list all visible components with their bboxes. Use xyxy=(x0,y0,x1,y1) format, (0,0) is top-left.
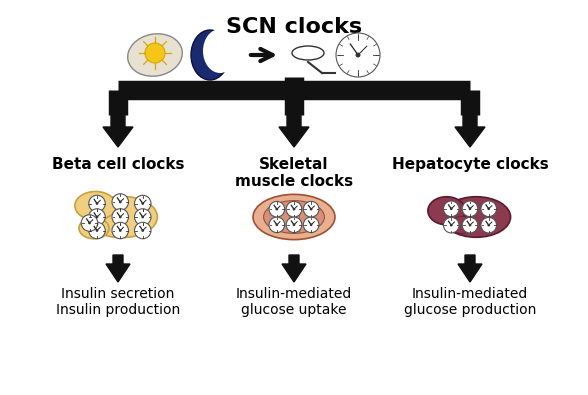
Circle shape xyxy=(112,222,129,239)
Polygon shape xyxy=(458,255,482,282)
Circle shape xyxy=(286,217,302,233)
Circle shape xyxy=(443,201,459,216)
Circle shape xyxy=(135,222,151,239)
Ellipse shape xyxy=(86,196,158,238)
Circle shape xyxy=(293,224,295,226)
Circle shape xyxy=(488,208,489,209)
Ellipse shape xyxy=(191,30,229,80)
Circle shape xyxy=(469,208,470,209)
Circle shape xyxy=(336,33,380,77)
Circle shape xyxy=(135,209,151,225)
Ellipse shape xyxy=(442,197,510,237)
Circle shape xyxy=(450,225,452,226)
Circle shape xyxy=(142,216,143,218)
Circle shape xyxy=(81,215,98,231)
Circle shape xyxy=(96,216,98,218)
Ellipse shape xyxy=(292,46,324,60)
Circle shape xyxy=(276,224,278,226)
Circle shape xyxy=(450,208,452,209)
Circle shape xyxy=(310,209,312,210)
Circle shape xyxy=(469,225,470,226)
Circle shape xyxy=(96,230,98,231)
Text: Beta cell clocks: Beta cell clocks xyxy=(52,157,184,172)
Ellipse shape xyxy=(263,201,325,233)
Circle shape xyxy=(481,201,496,216)
Circle shape xyxy=(269,217,285,233)
Ellipse shape xyxy=(75,192,116,220)
Polygon shape xyxy=(279,115,309,147)
Ellipse shape xyxy=(428,197,465,225)
Circle shape xyxy=(488,225,489,226)
Circle shape xyxy=(89,222,105,239)
Ellipse shape xyxy=(79,218,109,239)
Text: Insulin-mediated
glucose production: Insulin-mediated glucose production xyxy=(404,287,536,317)
Circle shape xyxy=(481,217,496,233)
Circle shape xyxy=(310,224,312,226)
Circle shape xyxy=(303,201,319,217)
Circle shape xyxy=(293,209,295,210)
Circle shape xyxy=(89,195,105,212)
Circle shape xyxy=(303,217,319,233)
Circle shape xyxy=(356,53,360,57)
Ellipse shape xyxy=(450,216,474,233)
Ellipse shape xyxy=(128,34,182,76)
Ellipse shape xyxy=(253,194,335,240)
Circle shape xyxy=(112,209,129,225)
Circle shape xyxy=(89,222,90,224)
Circle shape xyxy=(119,216,121,218)
Polygon shape xyxy=(455,115,485,147)
Polygon shape xyxy=(103,115,133,147)
Polygon shape xyxy=(106,255,130,282)
Circle shape xyxy=(269,201,285,217)
Text: Insulin-mediated
glucose uptake: Insulin-mediated glucose uptake xyxy=(236,287,352,317)
Circle shape xyxy=(276,209,278,210)
Text: Hepatocyte clocks: Hepatocyte clocks xyxy=(392,157,549,172)
Circle shape xyxy=(135,195,151,212)
Ellipse shape xyxy=(203,29,237,73)
Circle shape xyxy=(142,230,143,231)
Circle shape xyxy=(89,209,105,225)
Circle shape xyxy=(462,201,478,216)
Text: SCN clocks: SCN clocks xyxy=(226,17,362,37)
Circle shape xyxy=(119,230,121,231)
Text: Skeletal
muscle clocks: Skeletal muscle clocks xyxy=(235,157,353,189)
Circle shape xyxy=(286,201,302,217)
Circle shape xyxy=(96,203,98,204)
Circle shape xyxy=(112,194,129,210)
Circle shape xyxy=(142,203,143,204)
Circle shape xyxy=(462,217,478,233)
Circle shape xyxy=(119,201,121,203)
Text: Insulin secretion
Insulin production: Insulin secretion Insulin production xyxy=(56,287,180,317)
Circle shape xyxy=(443,217,459,233)
Circle shape xyxy=(145,43,165,63)
Polygon shape xyxy=(282,255,306,282)
